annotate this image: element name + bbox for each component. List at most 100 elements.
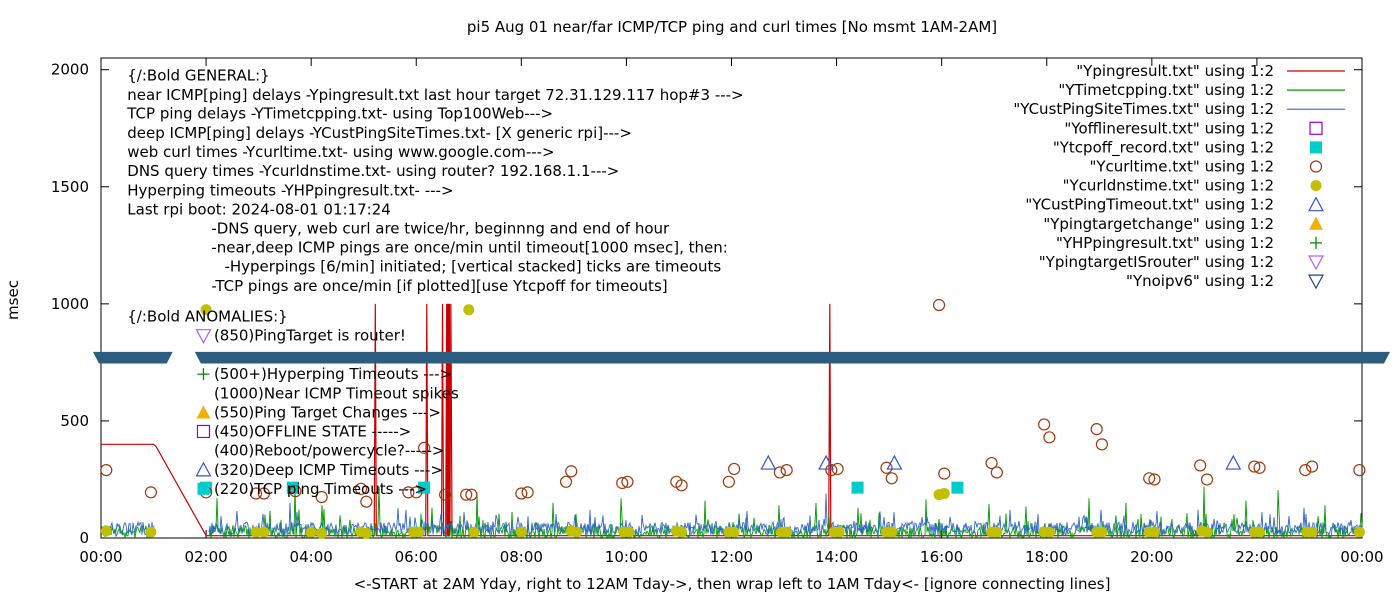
data-point: [938, 488, 950, 500]
data-point: [676, 526, 688, 538]
anomaly-text: (220)TCP ping Timeouts --->: [214, 480, 427, 498]
x-tick-label: 20:00: [1130, 548, 1173, 566]
legend-label: "YHPpingresult.txt" using 1:2: [1056, 234, 1274, 252]
note-text: -near,deep ICMP pings are once/min until…: [211, 239, 728, 257]
data-point: [413, 526, 425, 538]
data-point: [938, 467, 951, 480]
data-point: [1096, 526, 1108, 538]
data-point: [1200, 473, 1214, 486]
data-point: [100, 463, 113, 477]
legend-label: "Ypingresult.txt" using 1:2: [1076, 62, 1274, 80]
noipv6-band-segment: [194, 351, 1391, 364]
legend-label: "Ycurldnstime.txt" using 1:2: [1063, 177, 1274, 195]
x-tick-label: 00:00: [1340, 548, 1383, 566]
data-point: [932, 298, 946, 312]
data-point: [781, 526, 793, 538]
legend-label: "Ynoipv6" using 1:2: [1126, 272, 1274, 290]
data-point: [144, 486, 158, 499]
data-point: [991, 526, 1003, 538]
note-text: TCP ping delays -YTimetcpping.txt- using…: [126, 105, 553, 123]
data-point: [249, 487, 263, 500]
note-text: -DNS query, web curl are twice/hr, begin…: [211, 219, 670, 237]
data-point: [1201, 526, 1213, 538]
data-point: [1225, 454, 1242, 470]
data-point: [1148, 526, 1160, 538]
data-point: [831, 462, 844, 476]
data-point: [885, 472, 898, 485]
legend-label: "Ypingtargetchange" using 1:2: [1043, 215, 1274, 233]
anomaly-text: (320)Deep ICMP Timeouts --->: [214, 461, 443, 479]
legend: "Ypingresult.txt" using 1:2"YTimetcpping…: [1013, 62, 1345, 290]
anomaly-glyph: [195, 461, 212, 477]
data-point: [1353, 463, 1366, 477]
timeout-spike: [446, 303, 451, 536]
data-point: [951, 481, 964, 494]
data-point: [1090, 423, 1103, 436]
x-tick-label: 08:00: [500, 548, 543, 566]
data-point: [439, 488, 452, 501]
x-tick-label: 14:00: [815, 548, 858, 566]
data-point: [200, 304, 212, 316]
anomaly-glyph: [195, 329, 212, 344]
anomaly-glyph: [197, 368, 210, 381]
data-point: [460, 488, 473, 501]
y-tick-label: 1500: [51, 178, 89, 196]
anomaly-text: {/:Bold ANOMALIES:}: [127, 308, 287, 326]
data-point: [521, 486, 534, 499]
x-tick-label: 10:00: [605, 548, 648, 566]
data-point: [100, 525, 112, 537]
chart-title: pi5 Aug 01 near/far ICMP/TCP ping and cu…: [467, 18, 997, 36]
y-tick-label: 500: [60, 412, 89, 430]
data-point: [1194, 459, 1207, 472]
data-point: [305, 526, 317, 538]
data-point: [258, 526, 270, 538]
data-point: [565, 465, 578, 478]
data-point: [985, 456, 998, 470]
anomaly-text: (450)OFFLINE STATE ----->: [214, 422, 411, 440]
data-point: [1353, 526, 1365, 538]
data-point: [289, 485, 302, 498]
data-point: [316, 527, 328, 539]
x-axis-label: <-START at 2AM Yday, right to 12AM Tday-…: [354, 575, 1111, 593]
legend-label: "YTimetcpping.txt" using 1:2: [1058, 81, 1274, 99]
data-point: [571, 526, 583, 538]
y-tick-label: 1000: [51, 295, 89, 313]
data-point: [1038, 418, 1051, 431]
legend-label: "Yofflineresult.txt" using 1:2: [1064, 119, 1274, 137]
data-point: [515, 487, 528, 500]
data-point: [402, 486, 415, 499]
legend-swatch: [1310, 236, 1322, 249]
data-point: [623, 526, 635, 538]
y-axis-label: msec: [4, 280, 22, 320]
note-text: DNS query times -Ycurldnstime.txt- using…: [127, 162, 619, 180]
anomaly-text: (400)Reboot/powercycle?----->: [214, 442, 445, 460]
legend-swatch: [1307, 196, 1325, 212]
data-point: [616, 476, 629, 490]
data-point: [886, 454, 903, 470]
legend-swatch: [1309, 121, 1323, 135]
y-tick-label: 0: [79, 529, 89, 547]
note-text: -TCP pings are once/min [if plotted][use…: [211, 277, 667, 295]
anomaly-text: (550)Ping Target Changes --->: [214, 403, 441, 421]
data-point: [728, 462, 741, 476]
x-tick-label: 04:00: [290, 548, 333, 566]
legend-label: "YCustPingTimeout.txt" using 1:2: [1025, 196, 1274, 214]
legend-swatch: [1307, 255, 1325, 271]
legend-swatch: [1309, 216, 1323, 230]
data-point: [1248, 460, 1261, 473]
legend-label: "Ycurltime.txt" using 1:2: [1089, 158, 1274, 176]
data-point: [465, 488, 478, 501]
data-point: [354, 482, 368, 495]
data-point: [1043, 431, 1056, 444]
anomaly-text: (1000)Near ICMP Timeout spikes: [214, 384, 459, 402]
data-point: [1253, 461, 1266, 474]
x-tick-label: 06:00: [395, 548, 438, 566]
legend-label: "YpingtargetISrouter" using 1:2: [1039, 253, 1274, 271]
data-point: [463, 304, 475, 316]
note-text: Last rpi boot: 2024-08-01 01:17:24: [127, 200, 391, 218]
series-markers-7: [760, 454, 1242, 470]
data-point: [315, 490, 328, 504]
series-markers-5: [100, 298, 1366, 508]
